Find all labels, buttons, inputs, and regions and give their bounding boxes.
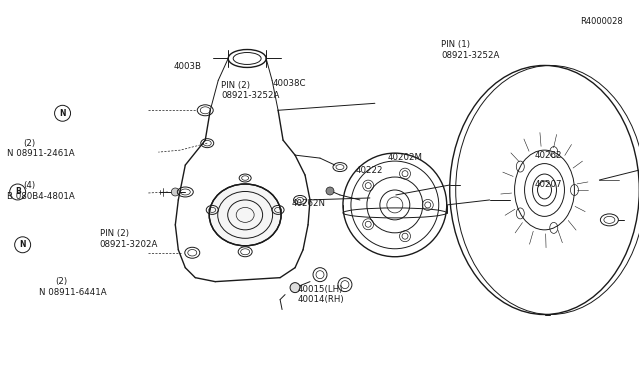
Text: 40015(LH): 40015(LH) xyxy=(298,285,343,294)
Circle shape xyxy=(326,187,334,195)
Text: (2): (2) xyxy=(55,277,67,286)
Text: PIN (2): PIN (2) xyxy=(221,81,250,90)
Text: PIN (2): PIN (2) xyxy=(100,230,129,238)
Text: 40262N: 40262N xyxy=(291,199,325,208)
Ellipse shape xyxy=(209,184,281,246)
Text: B 080B4-4801A: B 080B4-4801A xyxy=(7,192,75,201)
Text: N: N xyxy=(60,109,66,118)
Text: (4): (4) xyxy=(23,181,35,190)
Text: 40014(RH): 40014(RH) xyxy=(298,295,344,304)
Text: 40202M: 40202M xyxy=(388,153,422,162)
Text: 40222: 40222 xyxy=(355,166,383,174)
Text: B: B xyxy=(15,187,20,196)
Text: N 08911-6441A: N 08911-6441A xyxy=(39,288,107,297)
Circle shape xyxy=(290,283,300,293)
Text: PIN (1): PIN (1) xyxy=(442,40,470,49)
Circle shape xyxy=(172,188,179,196)
Text: R4000028: R4000028 xyxy=(580,17,623,26)
Text: 08921-3252A: 08921-3252A xyxy=(221,92,280,100)
Text: (2): (2) xyxy=(23,138,35,148)
Text: 08921-3252A: 08921-3252A xyxy=(442,51,500,60)
Text: N: N xyxy=(19,240,26,249)
Text: 08921-3202A: 08921-3202A xyxy=(100,240,158,249)
Text: 40207: 40207 xyxy=(534,180,562,189)
Text: N 08911-2461A: N 08911-2461A xyxy=(7,149,75,158)
Text: 40038C: 40038C xyxy=(272,78,306,87)
Text: 4003B: 4003B xyxy=(173,62,201,71)
Text: 40262: 40262 xyxy=(534,151,562,160)
